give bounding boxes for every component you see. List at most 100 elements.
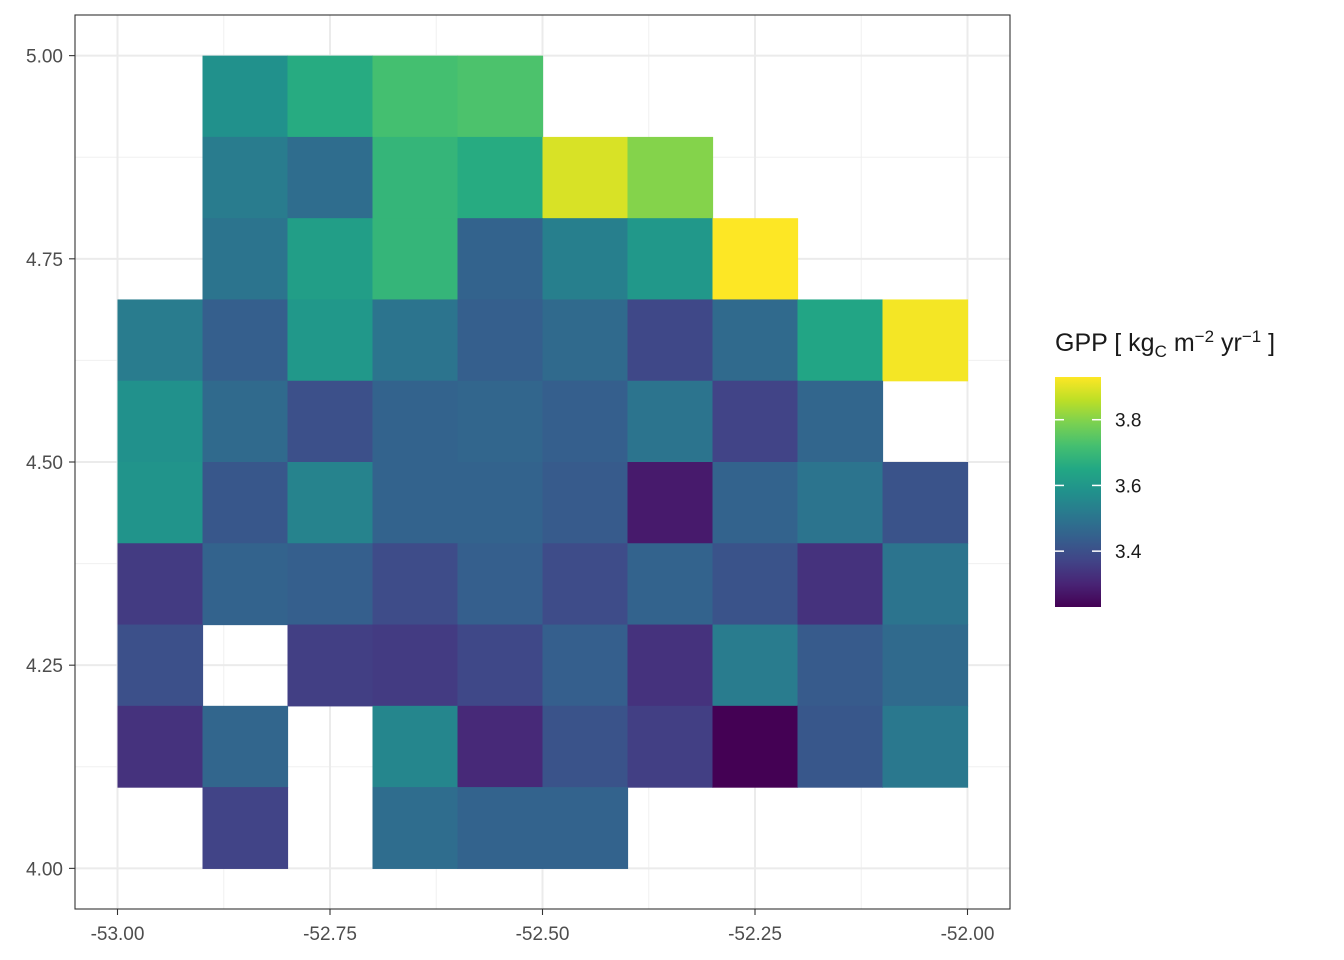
heatmap-cells bbox=[117, 55, 969, 869]
heatmap-cell bbox=[372, 624, 459, 707]
colorbar-ticks: 3.4 3.6 3.8 bbox=[1055, 411, 1142, 563]
heatmap-cell bbox=[457, 462, 544, 544]
heatmap-cell bbox=[457, 380, 544, 463]
y-tick-label: 4.75 bbox=[26, 250, 63, 271]
legend-title-exponent-1: −2 bbox=[1195, 327, 1214, 346]
heatmap-cell bbox=[712, 462, 799, 544]
heatmap-cell bbox=[882, 299, 969, 382]
legend-title-m: m bbox=[1167, 329, 1195, 357]
legend-title: GPP [ kgC m−2 yr−1 ] bbox=[1055, 327, 1275, 361]
heatmap-cell bbox=[287, 136, 374, 219]
heatmap-cell bbox=[457, 543, 544, 626]
heatmap-cell bbox=[457, 218, 544, 301]
y-axis: 4.00 4.25 4.50 4.75 5.00 bbox=[26, 47, 75, 880]
heatmap-cell bbox=[287, 543, 374, 626]
heatmap-cell bbox=[627, 624, 714, 707]
heatmap-cell bbox=[202, 218, 289, 301]
legend-title-main: GPP [ kg bbox=[1055, 329, 1155, 357]
heatmap-cell bbox=[882, 462, 969, 544]
heatmap-cell bbox=[542, 543, 629, 626]
heatmap-cell bbox=[372, 299, 459, 382]
heatmap-cell bbox=[627, 380, 714, 463]
heatmap-cell bbox=[797, 299, 884, 382]
legend-title-yr: yr bbox=[1214, 329, 1242, 357]
heatmap-cell bbox=[542, 624, 629, 707]
heatmap-cell bbox=[882, 543, 969, 626]
heatmap-cell bbox=[797, 705, 884, 788]
heatmap-cell bbox=[372, 787, 459, 869]
heatmap-cell bbox=[542, 218, 629, 301]
x-tick-label: -52.75 bbox=[303, 924, 357, 945]
heatmap-cell bbox=[117, 624, 204, 707]
heatmap-cell bbox=[202, 136, 289, 219]
heatmap-cell bbox=[202, 299, 289, 382]
heatmap-cell bbox=[372, 462, 459, 544]
heatmap-cell bbox=[287, 624, 374, 707]
heatmap-cell bbox=[117, 705, 204, 788]
y-tick-label: 4.25 bbox=[26, 656, 63, 677]
x-tick-label: -52.50 bbox=[516, 924, 570, 945]
heatmap-cell bbox=[372, 55, 459, 138]
heatmap-cell bbox=[372, 136, 459, 219]
heatmap-cell bbox=[372, 543, 459, 626]
heatmap-cell bbox=[542, 299, 629, 382]
heatmap-cell bbox=[202, 380, 289, 463]
legend-title-exponent-2: −1 bbox=[1242, 327, 1261, 346]
heatmap-cell bbox=[287, 55, 374, 138]
heatmap-cell bbox=[627, 299, 714, 382]
heatmap-cell bbox=[627, 218, 714, 301]
heatmap-cell bbox=[457, 136, 544, 219]
heatmap-cell bbox=[542, 787, 629, 869]
legend-title-subscript: C bbox=[1155, 342, 1167, 361]
heatmap-cell bbox=[882, 624, 969, 707]
heatmap-cell bbox=[117, 543, 204, 626]
heatmap-cell bbox=[712, 299, 799, 382]
heatmap-cell bbox=[627, 462, 714, 544]
color-legend: GPP [ kgC m−2 yr−1 ] 3.4 3.6 3.8 bbox=[1055, 327, 1275, 607]
colorbar-tick-label: 3.8 bbox=[1115, 411, 1141, 432]
heatmap-cell bbox=[287, 380, 374, 463]
heatmap-cell bbox=[202, 705, 289, 788]
heatmap-cell bbox=[712, 543, 799, 626]
heatmap-cell bbox=[712, 380, 799, 463]
heatmap-cell bbox=[542, 136, 629, 219]
heatmap-cell bbox=[372, 380, 459, 463]
legend-title-end: ] bbox=[1261, 329, 1275, 357]
x-tick-label: -53.00 bbox=[91, 924, 145, 945]
heatmap-cell bbox=[457, 55, 544, 138]
heatmap-cell bbox=[542, 462, 629, 544]
heatmap-cell bbox=[372, 705, 459, 788]
heatmap-cell bbox=[202, 55, 289, 138]
heatmap-cell bbox=[117, 462, 204, 544]
y-tick-label: 4.50 bbox=[26, 453, 63, 474]
heatmap-cell bbox=[287, 299, 374, 382]
heatmap-cell bbox=[542, 705, 629, 788]
heatmap-cell bbox=[627, 543, 714, 626]
y-tick-label: 4.00 bbox=[26, 859, 63, 880]
x-tick-label: -52.25 bbox=[728, 924, 782, 945]
heatmap-cell bbox=[797, 380, 884, 463]
x-axis: -53.00 -52.75 -52.50 -52.25 -52.00 bbox=[91, 909, 995, 945]
heatmap-cell bbox=[202, 787, 289, 869]
heatmap-cell bbox=[202, 462, 289, 544]
heatmap-cell bbox=[542, 380, 629, 463]
heatmap-cell bbox=[457, 624, 544, 707]
heatmap-cell bbox=[287, 218, 374, 301]
x-tick-label: -52.00 bbox=[941, 924, 995, 945]
heatmap-cell bbox=[287, 462, 374, 544]
heatmap-cell bbox=[797, 624, 884, 707]
colorbar-tick-label: 3.4 bbox=[1115, 542, 1142, 563]
heatmap-cell bbox=[117, 380, 204, 463]
y-tick-label: 5.00 bbox=[26, 47, 63, 68]
heatmap-cell bbox=[797, 462, 884, 544]
heatmap-cell bbox=[627, 136, 714, 219]
heatmap-cell bbox=[712, 705, 799, 788]
heatmap-cell bbox=[117, 299, 204, 382]
heatmap-cell bbox=[457, 299, 544, 382]
heatmap-cell bbox=[627, 705, 714, 788]
plot-panel bbox=[74, 14, 1011, 910]
colorbar bbox=[1055, 377, 1101, 607]
heatmap-cell bbox=[797, 543, 884, 626]
heatmap-cell bbox=[457, 787, 544, 869]
